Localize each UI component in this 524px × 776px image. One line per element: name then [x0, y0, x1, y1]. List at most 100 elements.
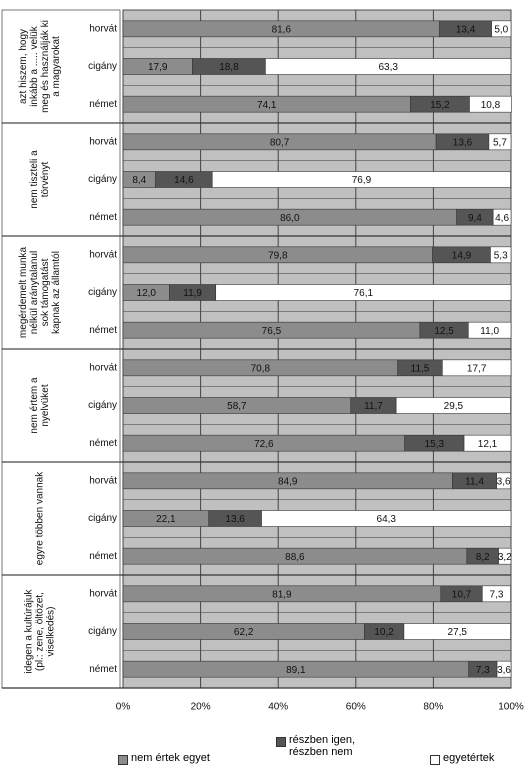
category-label: német [89, 438, 117, 449]
group-label-line: viselkedés) [46, 606, 57, 656]
group-label-line: nem értem a [29, 377, 40, 434]
x-tick-label: 0% [116, 702, 131, 713]
x-tick-label: 80% [423, 702, 443, 713]
category-label: cigány [88, 513, 117, 524]
value-label: 8,2 [476, 552, 490, 563]
value-label: 27,5 [448, 627, 468, 638]
value-label: 14,6 [174, 175, 194, 186]
value-label: 62,2 [234, 627, 254, 638]
value-label: 13,6 [453, 137, 473, 148]
value-label: 15,2 [430, 100, 450, 111]
x-tick-label: 60% [346, 702, 366, 713]
bar-segment [481, 585, 511, 603]
value-label: 79,8 [268, 250, 288, 261]
legend-item: nem értek egyet [118, 752, 210, 765]
category-label: német [89, 551, 117, 562]
group-label-line: egyre többen vannak [35, 471, 46, 565]
value-label: 10,8 [481, 100, 501, 111]
value-label: 11,9 [183, 288, 202, 299]
value-label: 5,7 [493, 137, 507, 148]
x-tick-label: 40% [268, 702, 288, 713]
legend: nem értek egyet részben igen, részben nem… [0, 734, 524, 774]
bar-segment [491, 20, 512, 38]
value-label: 81,6 [272, 24, 292, 35]
value-label: 58,7 [227, 401, 247, 412]
value-label: 8,4 [132, 175, 146, 186]
value-label: 4,6 [495, 213, 509, 224]
bar-segment [211, 171, 511, 188]
value-label: 5,0 [494, 24, 508, 35]
value-label: 76,1 [354, 288, 374, 299]
group-label-line: sok támogatást [40, 258, 51, 326]
value-label: 5,3 [494, 250, 508, 261]
category-label: cigány [88, 287, 117, 298]
legend-swatch [276, 737, 286, 747]
bar-segment [468, 321, 512, 339]
value-label: 11,5 [411, 363, 430, 374]
group-label: nem értem a nyelvüket [29, 377, 51, 434]
bar-segment [488, 133, 512, 151]
group-label: azt hiszem, hogy inkább a ..... velük meg … [18, 20, 62, 113]
value-label: 89,1 [286, 665, 306, 676]
bar-segment [469, 95, 512, 113]
group-label-line: a magyarokat [51, 36, 62, 97]
group-label-line: azt hiszem, hogy [18, 29, 29, 104]
group-label: nem tiszteli a törvényt [29, 150, 51, 209]
value-label: 13,4 [456, 24, 476, 35]
group-label-line: inkább a ..... velük [29, 25, 40, 107]
legend-swatch [430, 755, 440, 765]
bar-segment [498, 547, 512, 565]
value-label: 70,8 [251, 363, 271, 374]
bar-segment [265, 58, 512, 75]
value-label: 12,5 [434, 326, 454, 337]
value-label: 13,6 [225, 514, 245, 525]
value-label: 81,9 [272, 589, 292, 600]
bar-segment [463, 434, 512, 452]
group-label-line: meg és használják ki [40, 20, 51, 113]
group-label-line: nyelvüket [40, 384, 51, 426]
group-label-line: nem tiszteli a [29, 150, 40, 209]
chart: 0% 20% 40% 60% 80% 100% azt hiszem, hogy inkább… [1, 9, 524, 713]
value-label: 11,4 [465, 476, 484, 487]
value-label: 29,5 [444, 401, 464, 412]
category-label: cigány [88, 61, 117, 72]
value-label: 12,0 [137, 288, 157, 299]
category-label: német [89, 212, 117, 223]
value-label: 7,3 [476, 665, 490, 676]
value-label: 3,6 [497, 476, 511, 487]
group-label: egyre többen vannak [35, 471, 46, 565]
group-label-line: kapnak az államtól [51, 251, 62, 334]
category-label: horvát [89, 362, 117, 373]
x-tick-label: 100% [498, 702, 524, 713]
bar-segment [395, 397, 511, 414]
category-label: cigány [88, 174, 117, 185]
category-label: német [89, 99, 117, 110]
value-label: 64,3 [377, 514, 397, 525]
group-label-line: megérdemelt munka [18, 246, 29, 338]
value-label: 11,0 [480, 326, 499, 337]
legend-item: részben igen, részben nem [276, 734, 369, 758]
group-label-line: törvényt [40, 161, 51, 197]
legend-swatch [118, 755, 128, 765]
value-label: 17,7 [467, 363, 487, 374]
group-label-line: idegen a kultúrájuk [24, 589, 35, 674]
value-label: 74,1 [257, 100, 277, 111]
category-label: horvát [89, 249, 117, 260]
value-label: 14,9 [452, 250, 472, 261]
legend-label: egyetértek [443, 752, 495, 764]
bar-segment [403, 623, 511, 640]
category-label: horvát [89, 475, 117, 486]
x-tick-label: 20% [191, 702, 211, 713]
value-label: 12,1 [478, 439, 498, 450]
value-label: 72,6 [254, 439, 274, 450]
group-label-line: nélkül aránytalanul [29, 251, 40, 334]
category-label: német [89, 664, 117, 675]
value-label: 18,8 [219, 62, 239, 73]
category-label: horvát [89, 588, 117, 599]
value-label: 11,7 [364, 401, 383, 412]
category-label: horvát [89, 23, 117, 34]
value-label: 9,4 [468, 213, 482, 224]
category-label: cigány [88, 400, 117, 411]
legend-label: nem értek egyet [131, 752, 210, 764]
